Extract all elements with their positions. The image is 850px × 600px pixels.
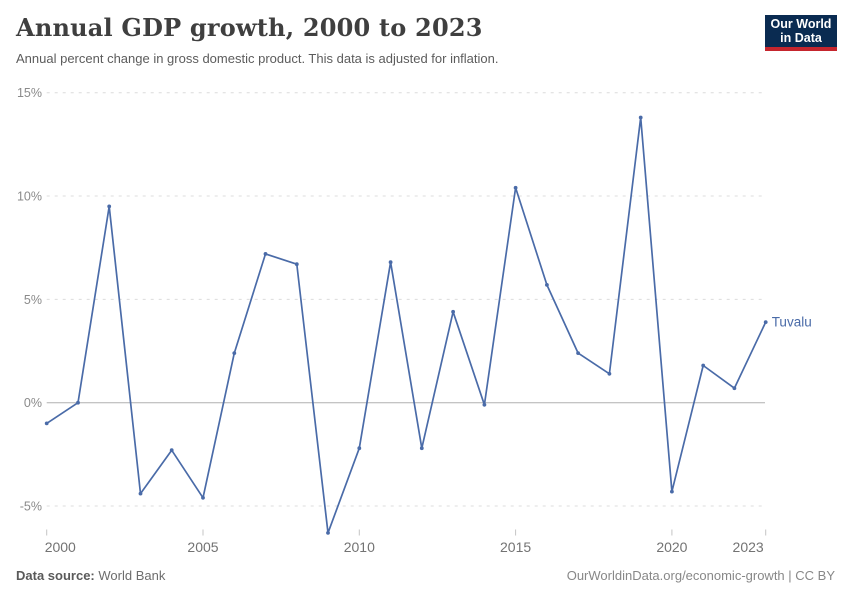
chart-footer: Data source: World Bank OurWorldinData.o… xyxy=(16,568,835,583)
data-point-marker[interactable] xyxy=(576,351,580,355)
entity-label-tuvalu[interactable]: Tuvalu xyxy=(772,315,812,330)
x-axis-label: 2000 xyxy=(45,539,76,555)
data-point-marker[interactable] xyxy=(545,283,549,287)
data-source-value: World Bank xyxy=(98,568,166,583)
page-title: Annual GDP growth, 2000 to 2023 xyxy=(16,13,483,42)
chart-subtitle: Annual percent change in gross domestic … xyxy=(16,51,499,66)
x-axis-label: 2005 xyxy=(187,539,218,555)
data-point-marker[interactable] xyxy=(326,531,330,535)
y-axis-label: 15% xyxy=(17,86,42,100)
owid-logo-line1: Our World xyxy=(770,17,832,31)
series-line-tuvalu[interactable] xyxy=(45,116,767,534)
data-point-marker[interactable] xyxy=(169,448,174,453)
data-point-marker[interactable] xyxy=(107,204,112,209)
y-axis-label: 0% xyxy=(24,396,42,410)
x-axis-label: 2010 xyxy=(344,539,375,555)
data-source: Data source: World Bank xyxy=(16,568,165,583)
data-point-marker[interactable] xyxy=(607,371,612,376)
data-point-marker[interactable] xyxy=(670,489,674,494)
x-axis-label: 2020 xyxy=(656,539,687,555)
data-point-marker[interactable] xyxy=(357,446,362,451)
data-point-marker[interactable] xyxy=(263,252,268,256)
data-point-marker[interactable] xyxy=(294,262,299,267)
y-axis-label: -5% xyxy=(20,500,42,514)
data-point-marker[interactable] xyxy=(763,320,768,324)
data-point-marker[interactable] xyxy=(44,421,49,426)
owid-logo-line2: in Data xyxy=(780,30,822,45)
data-point-marker[interactable] xyxy=(638,115,643,120)
y-axis-label: 5% xyxy=(24,293,42,307)
data-point-marker[interactable] xyxy=(232,351,237,355)
data-point-marker[interactable] xyxy=(513,185,518,190)
data-source-label: Data source: xyxy=(16,568,95,583)
owid-citation-link[interactable]: OurWorldinData.org/economic-growth | CC … xyxy=(566,568,835,583)
data-point-marker[interactable] xyxy=(482,402,487,407)
data-point-marker[interactable] xyxy=(701,363,706,368)
data-point-marker[interactable] xyxy=(138,491,143,496)
data-point-marker[interactable] xyxy=(388,260,393,265)
data-point-marker[interactable] xyxy=(419,446,424,451)
data-point-marker[interactable] xyxy=(201,495,205,500)
data-point-marker[interactable] xyxy=(732,386,737,391)
owid-logo[interactable]: Our World in Data xyxy=(765,15,837,51)
x-axis-label: 2015 xyxy=(500,539,531,555)
x-axis-label: 2023 xyxy=(733,539,764,555)
data-point-marker[interactable] xyxy=(451,309,455,314)
data-point-marker[interactable] xyxy=(76,400,80,405)
y-axis-label: 10% xyxy=(17,190,42,204)
